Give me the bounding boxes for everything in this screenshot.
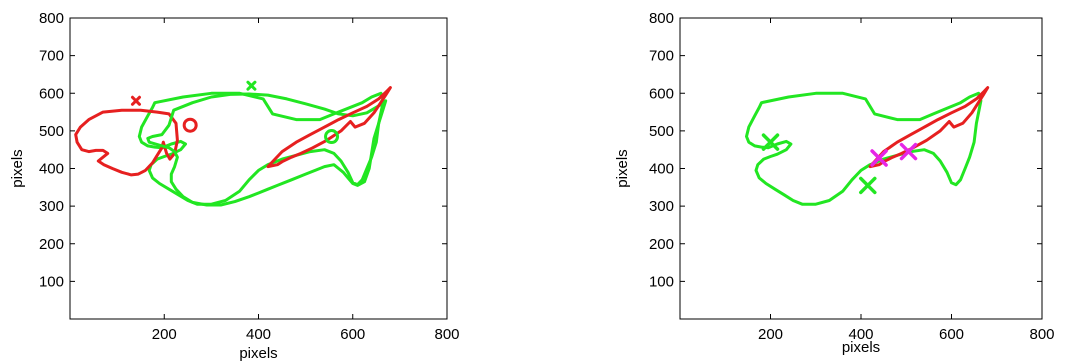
plot-area-frame [679,17,1043,320]
tick-group: 200 400 600 800 100 200 300 400 500 600 700 800 [39,10,460,343]
cross-stroke [130,95,141,106]
x-axis-label: pixels [239,345,277,362]
x-tick-label: 200 [152,326,177,343]
red-contour-1 [74,108,179,177]
x-tick-label: 200 [758,326,783,343]
y-tick-label: 700 [39,48,64,65]
y-tick-label: 200 [649,236,674,253]
cross-stroke [246,80,257,91]
red-cross-marker [130,95,141,106]
marker-group [130,80,340,145]
y-tick-label: 400 [649,161,674,178]
green-cross-marker [761,133,780,151]
cross-stroke [761,133,780,151]
y-tick-label: 400 [39,161,64,178]
x-tick-label: 800 [434,326,459,343]
marker-group [761,133,918,195]
right-plot: 200 400 600 800 100 200 300 400 500 600 700 800 pix… [614,10,1055,356]
tick-group: 200 400 600 800 100 200 300 400 500 600 700 800 [649,10,1055,343]
red-circle-marker [182,117,198,133]
x-tick-label: 600 [340,326,365,343]
y-tick-label: 300 [649,198,674,215]
x-tick-label: 400 [246,326,271,343]
cross-stroke [870,149,888,167]
red-contour-3 [266,86,392,169]
magenta-cross-marker [899,142,918,161]
y-tick-label: 600 [39,85,64,102]
x-tick-label: 400 [848,326,873,343]
x-tick-label: 800 [1029,326,1054,343]
green-cross-marker [246,80,257,91]
y-tick-label: 600 [649,85,674,102]
y-tick-label: 200 [39,236,64,253]
series-group [74,86,392,207]
magenta-cross-marker [870,149,888,167]
left-plot: 200 400 600 800 100 200 300 400 500 600 700 800 pix… [9,10,460,362]
y-tick-label: 300 [39,198,64,215]
green-circle-marker [324,129,340,145]
green-cross-marker [859,176,877,195]
cross-stroke [859,176,877,195]
y-axis-label: pixels [614,149,631,187]
y-tick-label: 100 [649,273,674,290]
plot-area-frame [69,17,448,320]
y-axis-label: pixels [9,149,26,187]
x-tick-label: 600 [939,326,964,343]
y-tick-label: 500 [649,123,674,140]
cross-stroke [899,142,918,161]
y-tick-label: 800 [649,10,674,27]
y-tick-label: 700 [649,48,674,65]
red-contour-1 [868,86,990,169]
y-tick-label: 100 [39,273,64,290]
y-tick-label: 800 [39,10,64,27]
x-axis-label: pixels [842,339,880,356]
green-contour-2 [146,92,388,207]
green-contour-0 [745,91,983,206]
y-tick-label: 500 [39,123,64,140]
series-group [745,86,990,206]
